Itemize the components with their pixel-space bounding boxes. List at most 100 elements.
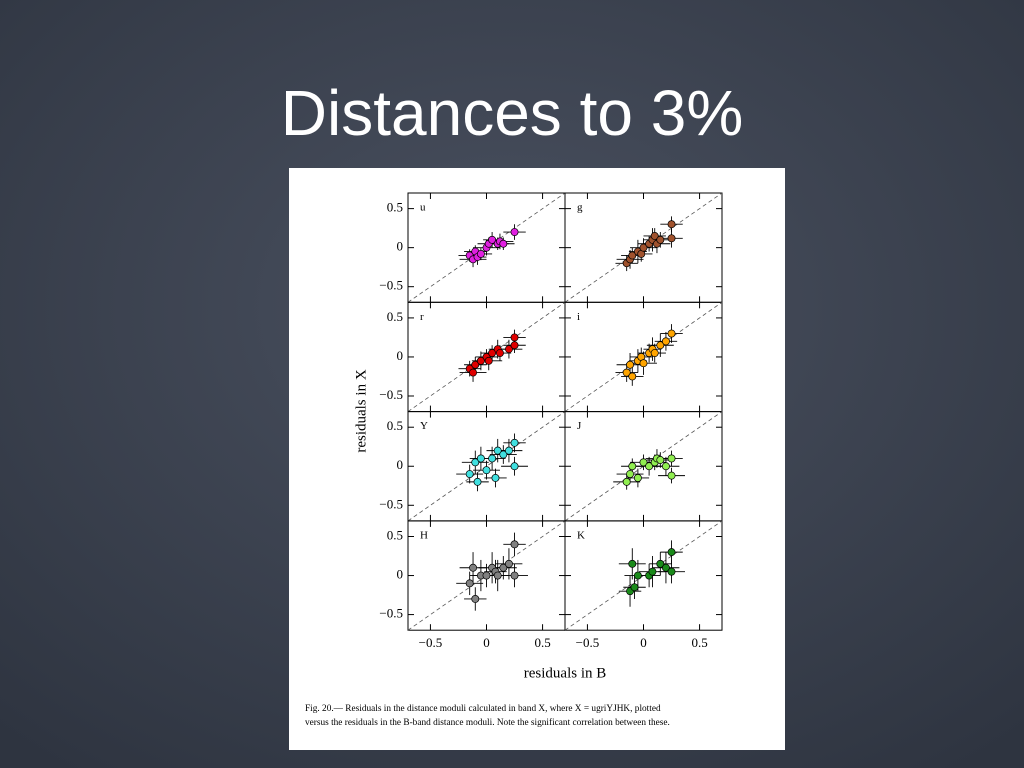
point	[510, 341, 519, 350]
point	[667, 471, 676, 480]
point	[510, 228, 519, 236]
point	[491, 474, 500, 482]
point	[626, 360, 634, 369]
x-tick-label: 0.5	[691, 635, 707, 650]
one-to-one-line	[407, 192, 566, 303]
point	[667, 567, 676, 576]
point	[656, 456, 665, 464]
one-to-one-line	[407, 301, 566, 412]
x-tick-label: −0.5	[576, 635, 600, 650]
y-tick-label: 0.5	[387, 309, 403, 324]
point	[476, 249, 485, 258]
point	[482, 466, 491, 475]
y-tick-label: 0	[397, 348, 404, 363]
point	[630, 583, 639, 592]
point	[465, 470, 474, 479]
y-tick-label: −0.5	[379, 606, 403, 621]
plots: −0.5 0 0.5 u g −0.5 0 0.5 r i −0.5 0 0.5 Y J −0.5 0 0.5 −0…	[379, 192, 723, 650]
y-tick-label: −0.5	[379, 278, 403, 293]
point	[656, 235, 665, 244]
one-to-one-line	[564, 192, 723, 303]
point	[499, 239, 508, 248]
point	[499, 563, 508, 572]
point	[633, 571, 642, 580]
point	[650, 349, 659, 357]
point	[465, 579, 474, 588]
point	[510, 540, 519, 549]
point	[471, 595, 480, 603]
y-axis-label: residuals in X	[353, 369, 369, 452]
y-tick-label: 0	[397, 457, 404, 472]
panel-label: i	[577, 311, 580, 323]
x-axis-label: residuals in B	[524, 665, 607, 681]
point	[628, 559, 637, 568]
point	[656, 559, 665, 568]
point	[661, 337, 670, 346]
point	[504, 446, 513, 455]
point	[493, 446, 502, 455]
panel-label: J	[577, 420, 582, 432]
x-tick-label: 0.5	[534, 635, 550, 650]
caption-line: Fig. 20.— Residuals in the distance modu…	[305, 704, 661, 714]
panel-label: K	[577, 529, 585, 541]
point	[667, 234, 676, 243]
point	[493, 571, 502, 580]
one-to-one-line	[564, 301, 723, 412]
point	[469, 563, 477, 572]
point	[471, 360, 480, 369]
point	[499, 450, 508, 459]
point	[496, 349, 504, 357]
point	[667, 220, 676, 229]
point	[650, 231, 659, 240]
point	[471, 458, 480, 467]
point	[488, 454, 497, 463]
point	[639, 458, 648, 467]
point	[661, 462, 670, 471]
x-tick-label: −0.5	[419, 635, 443, 650]
point	[622, 368, 631, 377]
y-tick-label: −0.5	[379, 387, 403, 402]
point	[633, 474, 642, 482]
point	[473, 477, 482, 486]
point	[648, 567, 657, 576]
y-tick-label: 0.5	[387, 527, 403, 542]
y-tick-label: 0.5	[387, 200, 403, 215]
slide-title: Distances to 3%	[281, 77, 743, 149]
point	[622, 477, 631, 486]
panel-label: g	[577, 202, 583, 214]
panel-label: r	[420, 311, 424, 323]
point	[667, 329, 676, 338]
point	[484, 356, 493, 365]
caption-line: versus the residuals in the B-band dista…	[305, 717, 670, 728]
panel-label: u	[420, 202, 426, 214]
point	[510, 333, 519, 342]
point	[626, 470, 634, 479]
point	[667, 454, 676, 463]
point	[645, 462, 654, 471]
y-tick-label: 0	[397, 239, 404, 254]
point	[469, 368, 477, 377]
point	[639, 243, 648, 252]
panel-label: H	[420, 529, 428, 541]
point	[482, 571, 491, 580]
point	[488, 349, 497, 357]
one-to-one-line	[407, 520, 566, 631]
panel-label: Y	[420, 420, 428, 432]
point	[476, 454, 485, 463]
point	[667, 548, 676, 557]
one-to-one-line	[407, 411, 566, 522]
point	[510, 462, 519, 471]
one-to-one-line	[564, 411, 723, 522]
point	[504, 559, 513, 568]
y-tick-label: −0.5	[379, 496, 403, 511]
figure	[289, 168, 785, 750]
one-to-one-line	[564, 520, 723, 631]
point	[488, 235, 497, 244]
x-tick-label: 0	[483, 635, 490, 650]
point	[504, 345, 513, 354]
point	[476, 356, 485, 365]
point	[656, 341, 665, 350]
point	[639, 359, 648, 368]
